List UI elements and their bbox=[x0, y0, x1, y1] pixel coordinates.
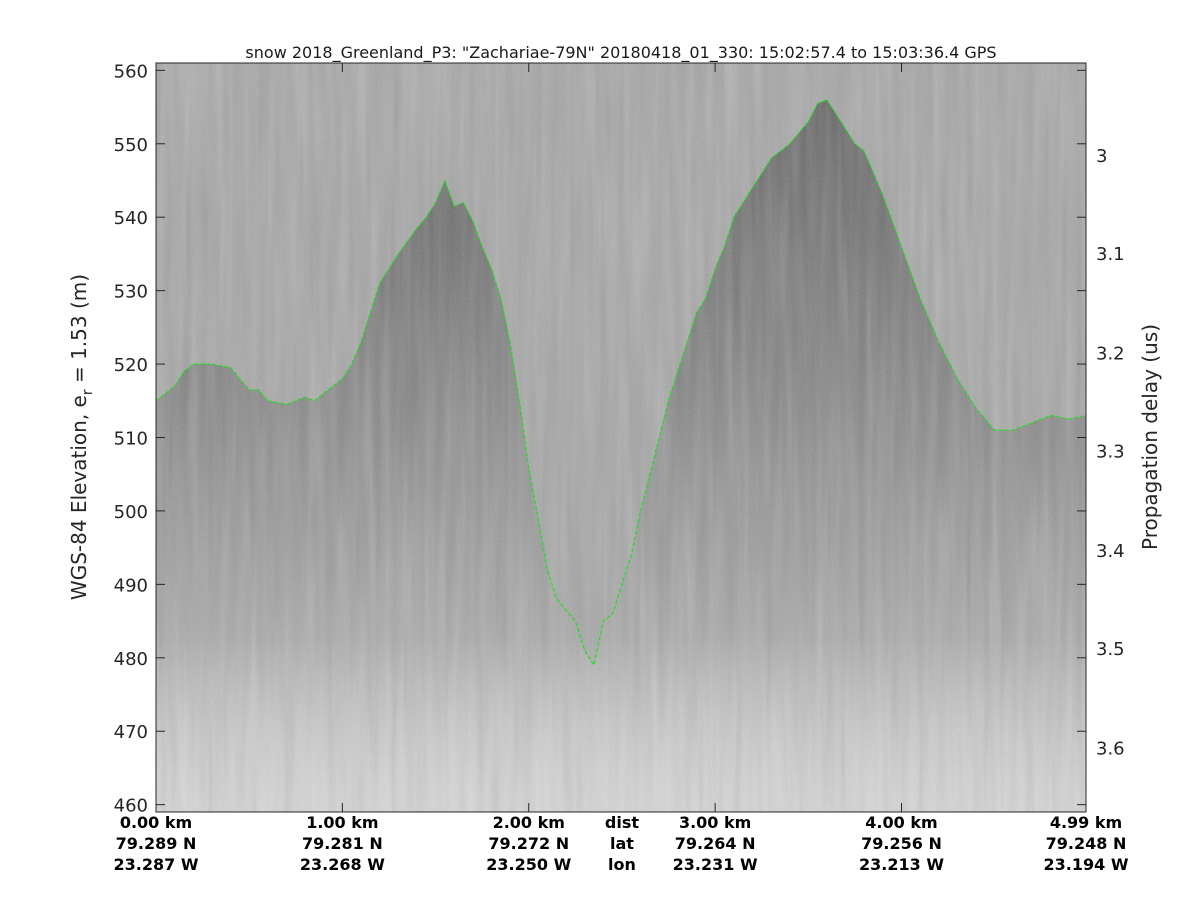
y2-tick-label: 3.3 bbox=[1096, 442, 1125, 463]
x-tick-lat-label: 79.264 N bbox=[675, 834, 756, 853]
y-tick-label: 520 bbox=[114, 355, 148, 376]
axis-ticks: 460 470 480 490 500 510 520 530 540 550 560 3 3.1 3.2… bbox=[114, 61, 1129, 874]
x-tick-dist-label: 2.00 km bbox=[493, 813, 565, 832]
y-tick-label: 560 bbox=[114, 61, 148, 82]
speckle-texture bbox=[156, 63, 1086, 812]
y2-tick-label: 3 bbox=[1096, 146, 1107, 167]
y-tick-label: 480 bbox=[114, 649, 148, 670]
chart-title: snow 2018_Greenland_P3: "Zachariae-79N" … bbox=[245, 43, 996, 63]
x-tick-lon-label: 23.194 W bbox=[1044, 855, 1129, 874]
echogram-image bbox=[156, 63, 1086, 812]
y2-tick-label: 3.2 bbox=[1096, 343, 1125, 364]
x-row-label-dist: dist bbox=[605, 813, 639, 832]
x-tick-dist-label: 4.99 km bbox=[1050, 813, 1122, 832]
x-row-label-lat: lat bbox=[610, 834, 634, 853]
x-tick-lon-label: 23.231 W bbox=[673, 855, 758, 874]
x-tick-lon-label: 23.287 W bbox=[114, 855, 199, 874]
x-tick-lon-label: 23.268 W bbox=[300, 855, 385, 874]
x-tick-lat-label: 79.281 N bbox=[302, 834, 383, 853]
x-tick-lat-label: 79.248 N bbox=[1046, 834, 1127, 853]
x-tick-dist-label: 3.00 km bbox=[679, 813, 751, 832]
y2-axis-title: Propagation delay (us) bbox=[1138, 324, 1162, 550]
y-tick-label: 540 bbox=[114, 208, 148, 229]
x-tick-lon-label: 23.213 W bbox=[859, 855, 944, 874]
x-tick-dist-label: 1.00 km bbox=[306, 813, 378, 832]
x-tick-lon-label: 23.250 W bbox=[486, 855, 571, 874]
y-tick-label: 530 bbox=[114, 282, 148, 303]
y-tick-label: 550 bbox=[114, 135, 148, 156]
y2-tick-label: 3.6 bbox=[1096, 738, 1125, 759]
y-tick-label: 510 bbox=[114, 429, 148, 450]
y2-tick-label: 3.5 bbox=[1096, 639, 1125, 660]
y-tick-label: 500 bbox=[114, 502, 148, 523]
y-tick-label: 490 bbox=[114, 575, 148, 596]
x-row-label-lon: lon bbox=[608, 855, 636, 874]
x-tick-dist-label: 0.00 km bbox=[120, 813, 192, 832]
y-tick-label: 470 bbox=[114, 722, 148, 743]
x-tick-lat-label: 79.289 N bbox=[116, 834, 197, 853]
x-tick-lat-label: 79.256 N bbox=[861, 834, 942, 853]
y-tick-label: 460 bbox=[114, 796, 148, 817]
x-tick-dist-label: 4.00 km bbox=[865, 813, 937, 832]
y2-tick-label: 3.1 bbox=[1096, 244, 1125, 265]
y2-tick-label: 3.4 bbox=[1096, 541, 1125, 562]
x-tick-lat-label: 79.272 N bbox=[488, 834, 569, 853]
surface-pick-line bbox=[155, 98, 1087, 667]
y-axis-title: WGS-84 Elevation, er = 1.53 (m) bbox=[67, 274, 96, 600]
